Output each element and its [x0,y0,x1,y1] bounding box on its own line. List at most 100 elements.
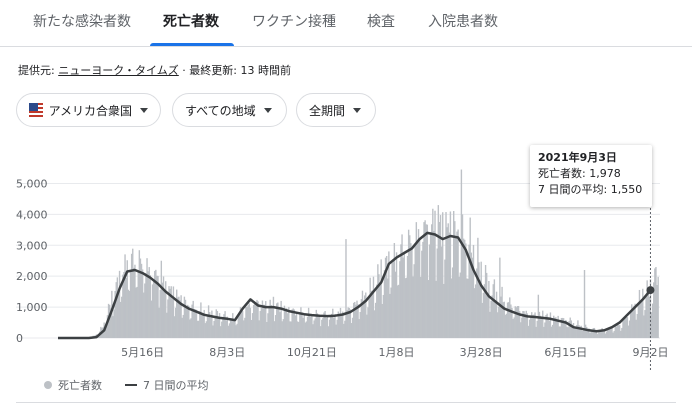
bar [571,324,574,338]
bar [478,262,480,338]
bar [222,318,224,338]
tab-vaccination[interactable]: ワクチン接種 [252,14,336,30]
bar [362,300,365,338]
x-tick-label: 9月2日 [632,346,668,359]
bar [496,312,499,338]
bar [251,313,254,338]
bar [332,308,334,338]
bar [421,250,423,338]
bar [418,239,421,338]
bar [503,301,505,338]
bar [345,239,347,338]
bar [622,318,624,338]
bar [355,304,357,338]
bar [640,299,643,338]
y-tick-label: 3,000 [16,239,48,252]
bar [647,289,649,338]
region-filter[interactable]: すべての地域 [172,93,287,127]
bar [289,321,291,338]
tab-tests[interactable]: 検査 [367,14,395,30]
bar [400,244,402,338]
bar [428,244,431,338]
bar [352,302,355,338]
bar [328,319,331,338]
average-line [58,231,652,340]
tab-hospitalized[interactable]: 入院患者数 [428,14,498,30]
bar [278,307,280,338]
country-filter[interactable]: アメリカ合衆国 [16,93,161,127]
bar [480,261,482,338]
bar [628,320,631,338]
bar [239,307,242,338]
bar [644,310,646,338]
bar [558,326,560,338]
bar [624,318,626,338]
bar [294,315,297,338]
bar [399,261,401,338]
bar [121,296,123,338]
bar [327,326,330,338]
bar [104,329,106,338]
bar [610,329,612,338]
bar [438,222,441,338]
bar [172,286,175,338]
bar [636,314,638,338]
bar [485,272,488,338]
bar [312,324,314,338]
bar [626,317,629,338]
bar [620,330,622,338]
bar [525,310,527,338]
bar [213,320,215,338]
bar [544,322,546,338]
bar [526,313,529,338]
bar [267,313,269,338]
bar [383,269,386,338]
bar [110,308,112,338]
bar [311,314,313,338]
bar [314,318,316,338]
source-link[interactable]: ニューヨーク・タイムズ [58,64,179,77]
bar [489,311,491,338]
bar [465,243,467,338]
bar [531,312,533,338]
bar [484,264,487,338]
deaths-chart[interactable]: 0 1,000 2,000 3,000 4,000 5,000 5月16日 8月3日 10月2… [0,140,692,370]
bar [317,316,320,338]
bar [431,224,433,338]
bar [479,279,481,338]
bar [409,235,411,338]
chevron-down-icon [263,107,272,113]
bar [270,305,272,338]
bar [237,314,239,338]
bar [444,259,446,338]
tab-deaths[interactable]: 死亡者数 [163,14,219,30]
bar [545,315,547,338]
bar [259,311,261,338]
bar [490,300,492,338]
x-tick-label: 10月21日 [287,346,337,359]
bar [313,320,315,338]
us-flag-icon [29,103,43,117]
bar [358,319,360,338]
bar [363,295,366,338]
tab-new-cases[interactable]: 新たな感染者数 [33,14,131,30]
bar [634,303,636,338]
bar [269,299,271,338]
x-tick-label: 8月3日 [209,346,245,359]
bar [330,313,333,338]
bar [360,299,363,338]
period-filter[interactable]: 全期間 [296,93,376,127]
bar [147,271,149,338]
chevron-down-icon [353,107,362,113]
bar [167,299,169,338]
bar [324,310,326,338]
bar [334,314,336,338]
bar [260,307,263,338]
bar [584,324,587,338]
bar [320,326,322,338]
bar [539,315,542,338]
bar [126,260,128,338]
bar [250,319,253,338]
bar [529,316,532,338]
bar [197,320,200,338]
